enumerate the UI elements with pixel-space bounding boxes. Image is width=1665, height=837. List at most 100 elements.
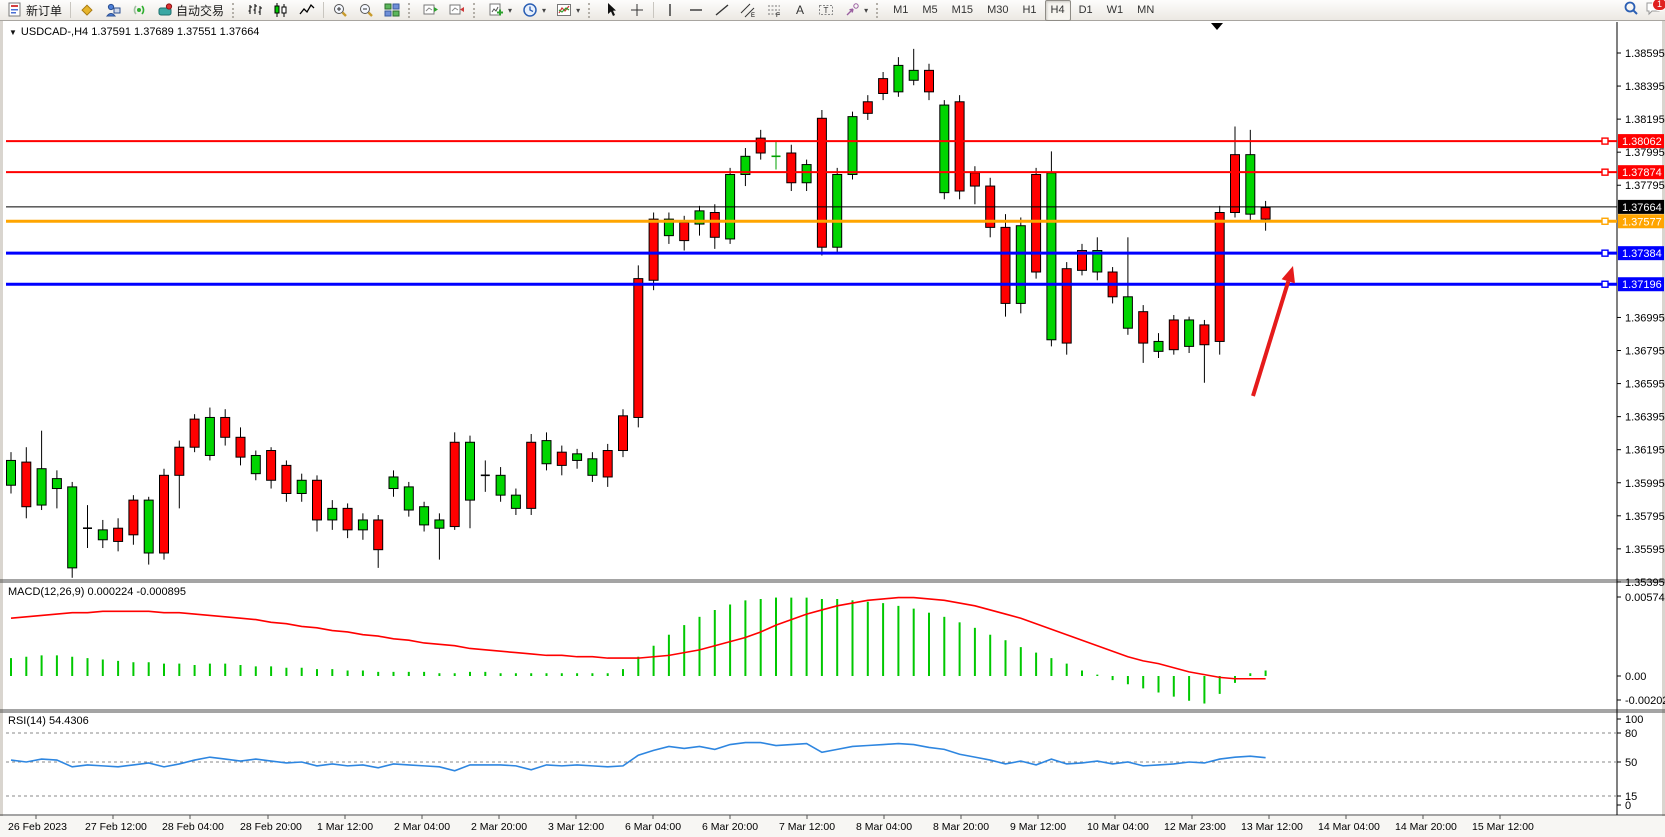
svg-text:1.38395: 1.38395 bbox=[1625, 81, 1665, 93]
toolbar-drag-handle[interactable] bbox=[408, 2, 414, 18]
equidistant-channel-button[interactable]: E bbox=[736, 0, 760, 21]
auto-scroll-button[interactable] bbox=[419, 0, 443, 21]
autotrading-icon bbox=[158, 3, 173, 16]
svg-text:1.35395: 1.35395 bbox=[1625, 577, 1665, 589]
chart-canvas[interactable]: 1.38595 1.38395 1.38195 1.37995 1.37795 1.369… bbox=[0, 21, 1665, 837]
new-order-button[interactable]: 新订单 bbox=[3, 0, 66, 21]
cursor-button[interactable] bbox=[599, 0, 623, 21]
price-axis[interactable]: 1.38595 1.38395 1.38195 1.37995 1.37795 1.369… bbox=[1617, 48, 1665, 589]
svg-text:1 Mar 12:00: 1 Mar 12:00 bbox=[317, 821, 373, 833]
time-axis[interactable]: 26 Feb 2023 27 Feb 12:00 28 Feb 04:00 28 Fe… bbox=[0, 815, 1665, 837]
new-order-icon bbox=[8, 2, 21, 17]
timeframe-button-w1[interactable]: W1 bbox=[1106, 4, 1124, 16]
zoomin-icon bbox=[334, 4, 347, 17]
svg-text:1.37384: 1.37384 bbox=[1622, 248, 1662, 260]
trend-arrow-annotation[interactable] bbox=[1251, 266, 1295, 397]
timeframe-button-h1[interactable]: H1 bbox=[1022, 4, 1037, 16]
svg-text:8 Mar 04:00: 8 Mar 04:00 bbox=[856, 821, 912, 833]
chart-background bbox=[0, 21, 1665, 837]
fibo-icon: F bbox=[768, 5, 781, 18]
tile-icon bbox=[384, 3, 400, 17]
trendline-button[interactable] bbox=[710, 0, 734, 21]
zoom-in-button[interactable] bbox=[328, 0, 352, 21]
svg-text:1.37664: 1.37664 bbox=[1622, 202, 1662, 214]
svg-text:28 Feb 04:00: 28 Feb 04:00 bbox=[162, 821, 224, 833]
crosshair-button[interactable] bbox=[625, 0, 649, 21]
search-icon[interactable] bbox=[1623, 0, 1639, 21]
arrows-button[interactable]: ▾ bbox=[840, 0, 872, 21]
svg-text:14 Mar 20:00: 14 Mar 20:00 bbox=[1395, 821, 1457, 833]
svg-text:2 Mar 04:00: 2 Mar 04:00 bbox=[394, 821, 450, 833]
line-chart-button[interactable] bbox=[295, 0, 319, 21]
text-label-button[interactable]: T bbox=[814, 0, 838, 21]
chart-shift-marker-icon[interactable] bbox=[1211, 23, 1223, 30]
signal-icon bbox=[133, 5, 145, 15]
timeframe-button-m1[interactable]: M1 bbox=[893, 4, 909, 16]
signals-button[interactable] bbox=[127, 0, 151, 21]
chat-badge: 1 bbox=[1651, 0, 1665, 11]
rsi-panel[interactable]: 100 80 50 150 bbox=[6, 714, 1643, 812]
zoomout-icon bbox=[360, 4, 373, 17]
toolbar-drag-handle[interactable] bbox=[588, 2, 594, 18]
toolbar-drag-handle[interactable] bbox=[232, 2, 238, 18]
svg-text:1.37995: 1.37995 bbox=[1625, 147, 1665, 159]
metaeditor-button[interactable] bbox=[101, 0, 125, 21]
timeframe-button-h4[interactable]: H4 bbox=[1044, 0, 1071, 21]
toolbar-drag-handle[interactable] bbox=[876, 2, 882, 18]
candlestick-chart-button[interactable] bbox=[269, 0, 293, 21]
svg-text:3 Mar 12:00: 3 Mar 12:00 bbox=[548, 821, 604, 833]
clock-icon bbox=[523, 3, 537, 17]
channel-icon: E bbox=[740, 3, 755, 18]
dropdown-caret-icon: ▾ bbox=[508, 5, 513, 15]
periods-button[interactable]: ▾ bbox=[518, 0, 550, 21]
chart-window[interactable]: 1.38595 1.38395 1.38195 1.37995 1.37795 1.369… bbox=[0, 21, 1665, 837]
template-icon bbox=[557, 4, 572, 16]
horizontal-price-lines[interactable] bbox=[6, 137, 1617, 288]
svg-text:1.37196: 1.37196 bbox=[1622, 279, 1662, 291]
svg-text:15: 15 bbox=[1625, 791, 1637, 803]
toolbar-drag-handle[interactable] bbox=[473, 2, 479, 18]
svg-text:F: F bbox=[776, 12, 780, 18]
diamond-icon bbox=[81, 4, 93, 16]
vertical-line-button[interactable] bbox=[658, 0, 682, 21]
svg-text:1.37577: 1.37577 bbox=[1622, 216, 1662, 228]
horizontal-line-button[interactable] bbox=[684, 0, 708, 21]
new-chart-button[interactable]: ▾ bbox=[484, 0, 516, 21]
candles-icon bbox=[274, 3, 287, 17]
timeframe-button-m15[interactable]: M15 bbox=[951, 4, 974, 16]
newchart-icon bbox=[489, 3, 504, 16]
macd-panel[interactable]: 0.005741 0.00 -0.002027 bbox=[10, 592, 1665, 707]
svg-text:50: 50 bbox=[1625, 757, 1637, 769]
shapes-icon bbox=[846, 3, 859, 16]
autoscroll-icon bbox=[423, 4, 439, 15]
bar-chart-button[interactable] bbox=[243, 0, 267, 21]
timeframe-button-m5[interactable]: M5 bbox=[922, 4, 938, 16]
chat-button[interactable]: 1 bbox=[1645, 0, 1665, 21]
chart-shift-button[interactable] bbox=[445, 0, 469, 21]
panel-borders bbox=[0, 22, 1665, 816]
timeframe-button-d1[interactable]: D1 bbox=[1078, 4, 1093, 16]
svg-text:1.37874: 1.37874 bbox=[1622, 167, 1662, 179]
metaeditor-icon bbox=[105, 3, 121, 17]
text-button[interactable]: A bbox=[788, 0, 812, 21]
timeframe-button-mn[interactable]: MN bbox=[1137, 4, 1155, 16]
chart-title: ▼ USDCAD-,H4 1.37591 1.37689 1.37551 1.37… bbox=[9, 26, 259, 38]
candlesticks bbox=[6, 48, 1271, 578]
timeframe-button-m30[interactable]: M30 bbox=[987, 4, 1009, 16]
svg-text:1.36795: 1.36795 bbox=[1625, 346, 1665, 358]
textlabel-icon: T bbox=[819, 5, 834, 15]
symbols-button[interactable] bbox=[75, 0, 99, 21]
svg-text:E: E bbox=[751, 13, 755, 18]
tile-windows-button[interactable] bbox=[380, 0, 404, 21]
zoom-out-button[interactable] bbox=[354, 0, 378, 21]
svg-text:1.36195: 1.36195 bbox=[1625, 445, 1665, 457]
svg-text:1.36995: 1.36995 bbox=[1625, 312, 1665, 324]
collapse-triangle-icon[interactable]: ▼ bbox=[9, 28, 17, 37]
autotrading-button[interactable]: 自动交易 bbox=[153, 0, 228, 21]
templates-button[interactable]: ▾ bbox=[552, 0, 584, 21]
fibonacci-button[interactable]: F bbox=[762, 0, 786, 21]
window-right-edge bbox=[1662, 21, 1665, 837]
svg-text:27 Feb 12:00: 27 Feb 12:00 bbox=[85, 821, 147, 833]
svg-text:1.35795: 1.35795 bbox=[1625, 511, 1665, 523]
